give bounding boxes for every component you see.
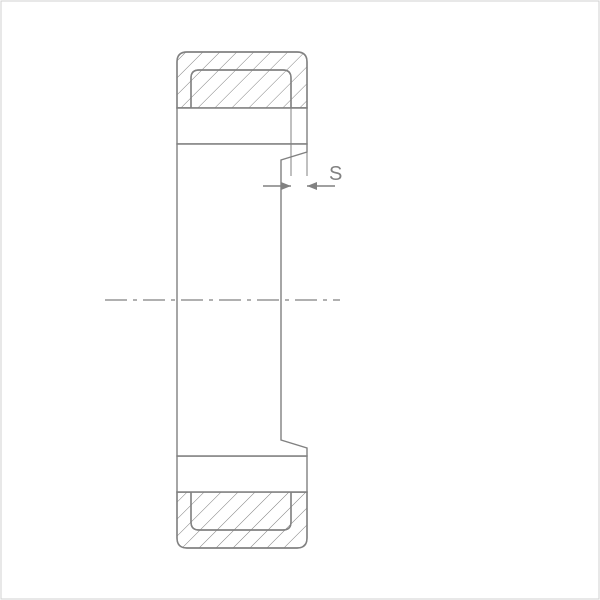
bearing-diagram: S: [0, 0, 600, 600]
dimension-label-s: S: [329, 163, 342, 185]
roller-bottom: [177, 456, 307, 492]
diagram-svg: S: [0, 0, 600, 600]
roller-top: [177, 108, 307, 144]
